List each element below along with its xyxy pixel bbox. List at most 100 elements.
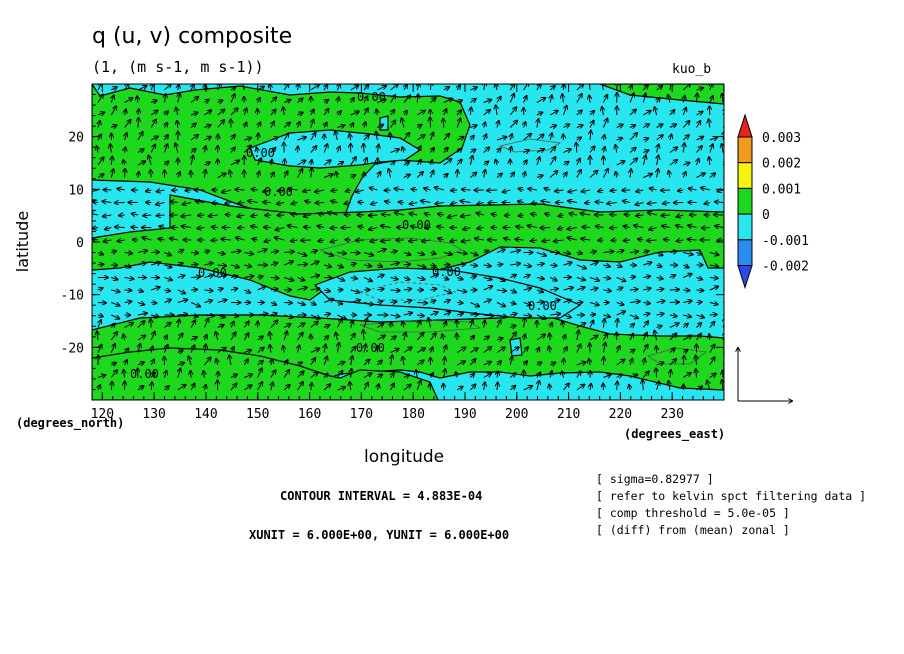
colorbar-top-arrow [737,113,753,138]
wind-vector [629,158,637,166]
wind-vector [190,135,198,141]
wind-vector [298,362,302,365]
wind-vector [696,88,703,90]
wind-vector [435,187,444,190]
wind-vector [164,290,171,291]
wind-vector [177,121,178,128]
wind-vector [568,190,577,192]
wind-vector [370,188,378,190]
wind-vector [143,237,152,240]
wind-vector [283,123,290,128]
wind-vector [221,239,232,240]
wind-vector [483,110,490,116]
wind-vector [117,188,125,190]
colorbar-segment [737,239,753,267]
wind-vector [563,288,574,290]
wind-vector [590,343,591,353]
wind-vector [315,190,325,192]
wind-vector [722,94,723,103]
wind-vector [421,201,431,203]
wind-vector [177,276,185,278]
wind-vector [431,160,433,166]
wind-vector [244,385,251,391]
wind-vector [670,135,672,141]
wind-vector [523,134,532,141]
wind-vector [562,371,564,378]
wind-vector [683,301,691,303]
wind-vector [503,190,511,192]
wind-vector [337,146,339,153]
wind-vector [310,275,319,277]
wind-vector [590,251,596,252]
wind-vector [257,314,268,315]
wind-vector [409,240,418,241]
colorbar-tick-label: 0.002 [762,157,801,172]
wind-vector [159,226,165,227]
wind-vector [377,172,380,178]
wind-vector [402,147,404,153]
wind-vector [670,370,671,378]
wind-vector [331,190,338,191]
minor-contour-5 [358,281,457,301]
wind-vector [257,87,264,90]
x-axis: 120 130 140 150 160 170 180 190 200 210 220 230 [91,84,715,422]
wind-vector [310,314,320,318]
wind-vector [97,288,103,290]
wind-vector [523,386,533,391]
wind-vector [416,333,423,341]
wind-vector [416,172,423,178]
wind-vector [550,371,552,378]
wind-vector [536,135,544,141]
wind-vector [191,277,200,278]
wind-vector [177,363,184,365]
wind-vector [531,203,538,204]
wind-vector [470,149,475,152]
wind-vector [297,169,303,178]
wind-vector [271,359,273,366]
wind-vector [323,384,330,391]
wind-vector [603,251,613,252]
wind-vector [337,265,342,267]
wind-vector [589,278,599,281]
wind-vector [230,332,235,341]
wind-vector [524,335,526,341]
contour-label: 0.00 [246,146,275,160]
wind-vector [537,119,539,128]
wind-vector [669,147,677,153]
wind-vector [456,100,462,102]
wind-vector [629,301,640,302]
wind-vector [204,137,210,140]
wind-vector [257,249,267,252]
wind-vector [470,320,472,328]
wind-vector [431,347,433,353]
wind-vector [138,344,140,353]
wind-vector [456,160,462,166]
wind-vector [629,93,634,103]
wind-vector [369,228,378,230]
wind-vector [617,346,620,353]
wind-vector [323,336,328,340]
wind-vector [363,373,371,378]
wind-vector [377,289,383,290]
wind-vector [496,347,505,353]
wind-vector [146,190,152,191]
wind-vector [402,322,404,328]
wind-vector [431,171,434,178]
wind-vector [377,346,378,353]
wind-vector [550,95,552,103]
wind-vector [669,323,679,328]
wind-vector [275,237,285,240]
wind-vector [298,122,300,128]
wind-vector [270,110,276,116]
wind-vector [371,203,378,205]
wind-vector [391,322,392,328]
wind-vector [497,97,501,103]
wind-vector [123,160,124,166]
wind-vector [137,386,144,391]
wind-vector [350,290,360,293]
wind-vector [212,203,218,204]
wind-vector [683,96,685,103]
wind-vector [404,333,406,341]
wind-vector [656,253,663,256]
wind-vector [496,160,497,166]
